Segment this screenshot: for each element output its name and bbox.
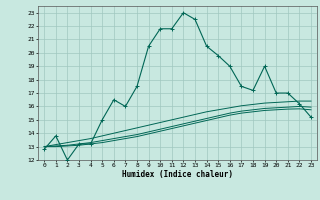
X-axis label: Humidex (Indice chaleur): Humidex (Indice chaleur) xyxy=(122,170,233,179)
